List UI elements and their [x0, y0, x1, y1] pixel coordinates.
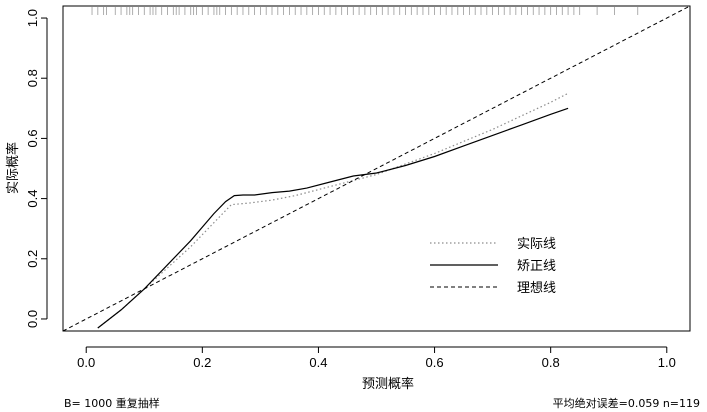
y-tick-label: 0.6	[25, 129, 40, 147]
y-tick-label: 0.4	[25, 190, 40, 208]
series-line-2	[62, 5, 691, 332]
footer-bootstrap-note: B= 1000 重复抽样	[64, 396, 160, 410]
legend-label-2: 理想线	[517, 280, 556, 296]
y-tick-label: 0.2	[25, 250, 40, 268]
series-line-1	[97, 107, 569, 329]
footer-error-note: 平均绝对误差=0.059 n=119	[553, 396, 700, 410]
x-tick-label: 0.8	[542, 355, 560, 370]
series-line-0	[97, 92, 569, 329]
x-tick-label: 0.4	[309, 355, 327, 370]
y-tick-label: 0.8	[25, 69, 40, 87]
y-axis-label: 实际概率	[5, 142, 21, 194]
y-axis: 0.0 0.2 0.4 0.6 0.8 1.0	[25, 9, 48, 328]
legend-label-0: 实际线	[517, 237, 556, 252]
x-tick-label: 0.6	[426, 355, 444, 370]
legend-label-1: 矫正线	[517, 259, 556, 274]
x-axis: 0.0 0.2 0.4 0.6 0.8 1.0	[77, 346, 676, 370]
series-layer	[62, 5, 691, 332]
x-tick-label: 1.0	[658, 355, 676, 370]
x-axis-label: 预测概率	[362, 376, 414, 392]
y-tick-label: 1.0	[25, 9, 40, 27]
x-tick-label: 0.2	[193, 355, 211, 370]
rug-plot	[91, 7, 639, 15]
y-tick-label: 0.0	[25, 310, 40, 328]
plot-frame	[62, 5, 691, 332]
x-tick-label: 0.0	[77, 355, 95, 370]
